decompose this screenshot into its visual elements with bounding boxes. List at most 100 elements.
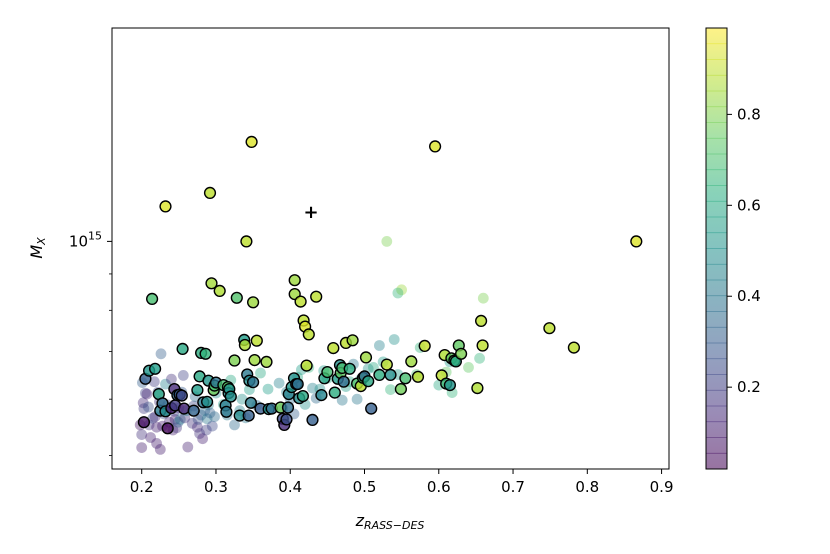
data-point xyxy=(148,376,160,388)
data-point xyxy=(229,419,240,431)
data-point xyxy=(630,235,643,248)
data-point xyxy=(240,235,253,248)
data-point xyxy=(396,284,407,296)
data-point xyxy=(359,351,373,364)
data-point xyxy=(143,401,154,413)
data-point xyxy=(236,393,248,405)
data-point xyxy=(238,338,252,352)
data-point xyxy=(228,354,241,367)
data-point xyxy=(154,444,166,455)
colorbar-bands xyxy=(706,43,727,454)
data-point xyxy=(177,370,189,381)
data-point xyxy=(394,383,408,396)
data-point xyxy=(209,411,220,423)
data-point xyxy=(145,432,157,443)
data-point xyxy=(362,375,375,388)
data-point xyxy=(443,379,457,392)
data-point xyxy=(260,355,273,369)
data-point xyxy=(159,200,172,213)
data-point xyxy=(161,422,174,435)
colorbar-tick-label: 0.2 xyxy=(737,378,761,396)
data-point xyxy=(201,395,214,408)
data-point xyxy=(373,368,386,382)
data-point xyxy=(337,375,350,388)
data-point xyxy=(174,414,186,425)
colorbar-frame xyxy=(705,27,728,470)
data-point xyxy=(177,402,191,415)
data-point xyxy=(392,287,404,299)
data-point xyxy=(147,412,159,424)
data-point xyxy=(136,442,148,453)
data-point xyxy=(384,368,397,382)
data-point xyxy=(175,389,188,402)
y-axis-ticks: 1015 xyxy=(69,229,112,456)
colorbar: 0.2 0.4 0.6 0.8 xyxy=(705,27,761,470)
data-point xyxy=(399,372,412,385)
data-point xyxy=(155,348,167,360)
data-point xyxy=(471,382,484,395)
data-point xyxy=(230,291,243,304)
data-point xyxy=(455,347,468,360)
data-point xyxy=(138,403,150,414)
data-point xyxy=(374,340,385,351)
data-point xyxy=(191,384,204,397)
data-point xyxy=(187,404,200,417)
data-point xyxy=(172,416,184,428)
data-point xyxy=(328,386,341,399)
data-point xyxy=(204,407,216,419)
data-point xyxy=(137,416,151,429)
data-point xyxy=(245,135,258,149)
data-point xyxy=(300,359,313,372)
data-point xyxy=(273,377,285,389)
data-point xyxy=(281,401,295,414)
data-point xyxy=(310,290,323,303)
data-point xyxy=(477,292,489,304)
data-point xyxy=(247,376,260,389)
data-point xyxy=(206,420,218,432)
data-point xyxy=(302,328,315,341)
x-tick-label: 0.2 xyxy=(130,478,154,496)
data-point xyxy=(200,424,212,436)
data-point xyxy=(242,409,255,422)
data-point xyxy=(186,417,198,429)
data-point xyxy=(543,322,556,335)
data-point xyxy=(327,342,340,355)
data-point xyxy=(136,429,148,440)
data-point xyxy=(176,342,189,356)
data-point xyxy=(141,388,153,400)
data-point xyxy=(411,370,425,383)
data-point xyxy=(247,296,260,309)
data-point xyxy=(476,339,489,352)
data-point xyxy=(343,362,356,375)
data-point xyxy=(182,441,194,453)
data-point xyxy=(199,347,212,360)
data-point xyxy=(203,186,217,200)
data-point xyxy=(255,367,266,379)
data-point xyxy=(315,389,328,402)
data-point xyxy=(220,405,233,418)
data-point xyxy=(388,334,400,345)
data-point xyxy=(385,384,396,395)
data-point xyxy=(248,354,261,367)
data-point xyxy=(381,236,393,247)
data-point xyxy=(171,422,183,434)
marker-point: + xyxy=(303,202,318,223)
data-point xyxy=(250,334,263,347)
plot-frame xyxy=(111,27,670,470)
data-point xyxy=(140,387,151,399)
data-point xyxy=(197,433,209,445)
data-point xyxy=(192,414,204,425)
data-point xyxy=(296,390,310,403)
x-tick-label: 0.7 xyxy=(501,478,525,496)
data-point xyxy=(280,413,293,426)
data-point xyxy=(475,314,488,328)
x-axis-label: zRASS−DES xyxy=(355,511,425,532)
data-point xyxy=(405,355,418,368)
data-point xyxy=(137,397,149,409)
y-axis-label-sub: X xyxy=(35,237,48,246)
data-point xyxy=(380,358,393,371)
y-axis-label: MX xyxy=(27,237,48,259)
data-point xyxy=(151,438,163,449)
data-point xyxy=(205,277,218,290)
